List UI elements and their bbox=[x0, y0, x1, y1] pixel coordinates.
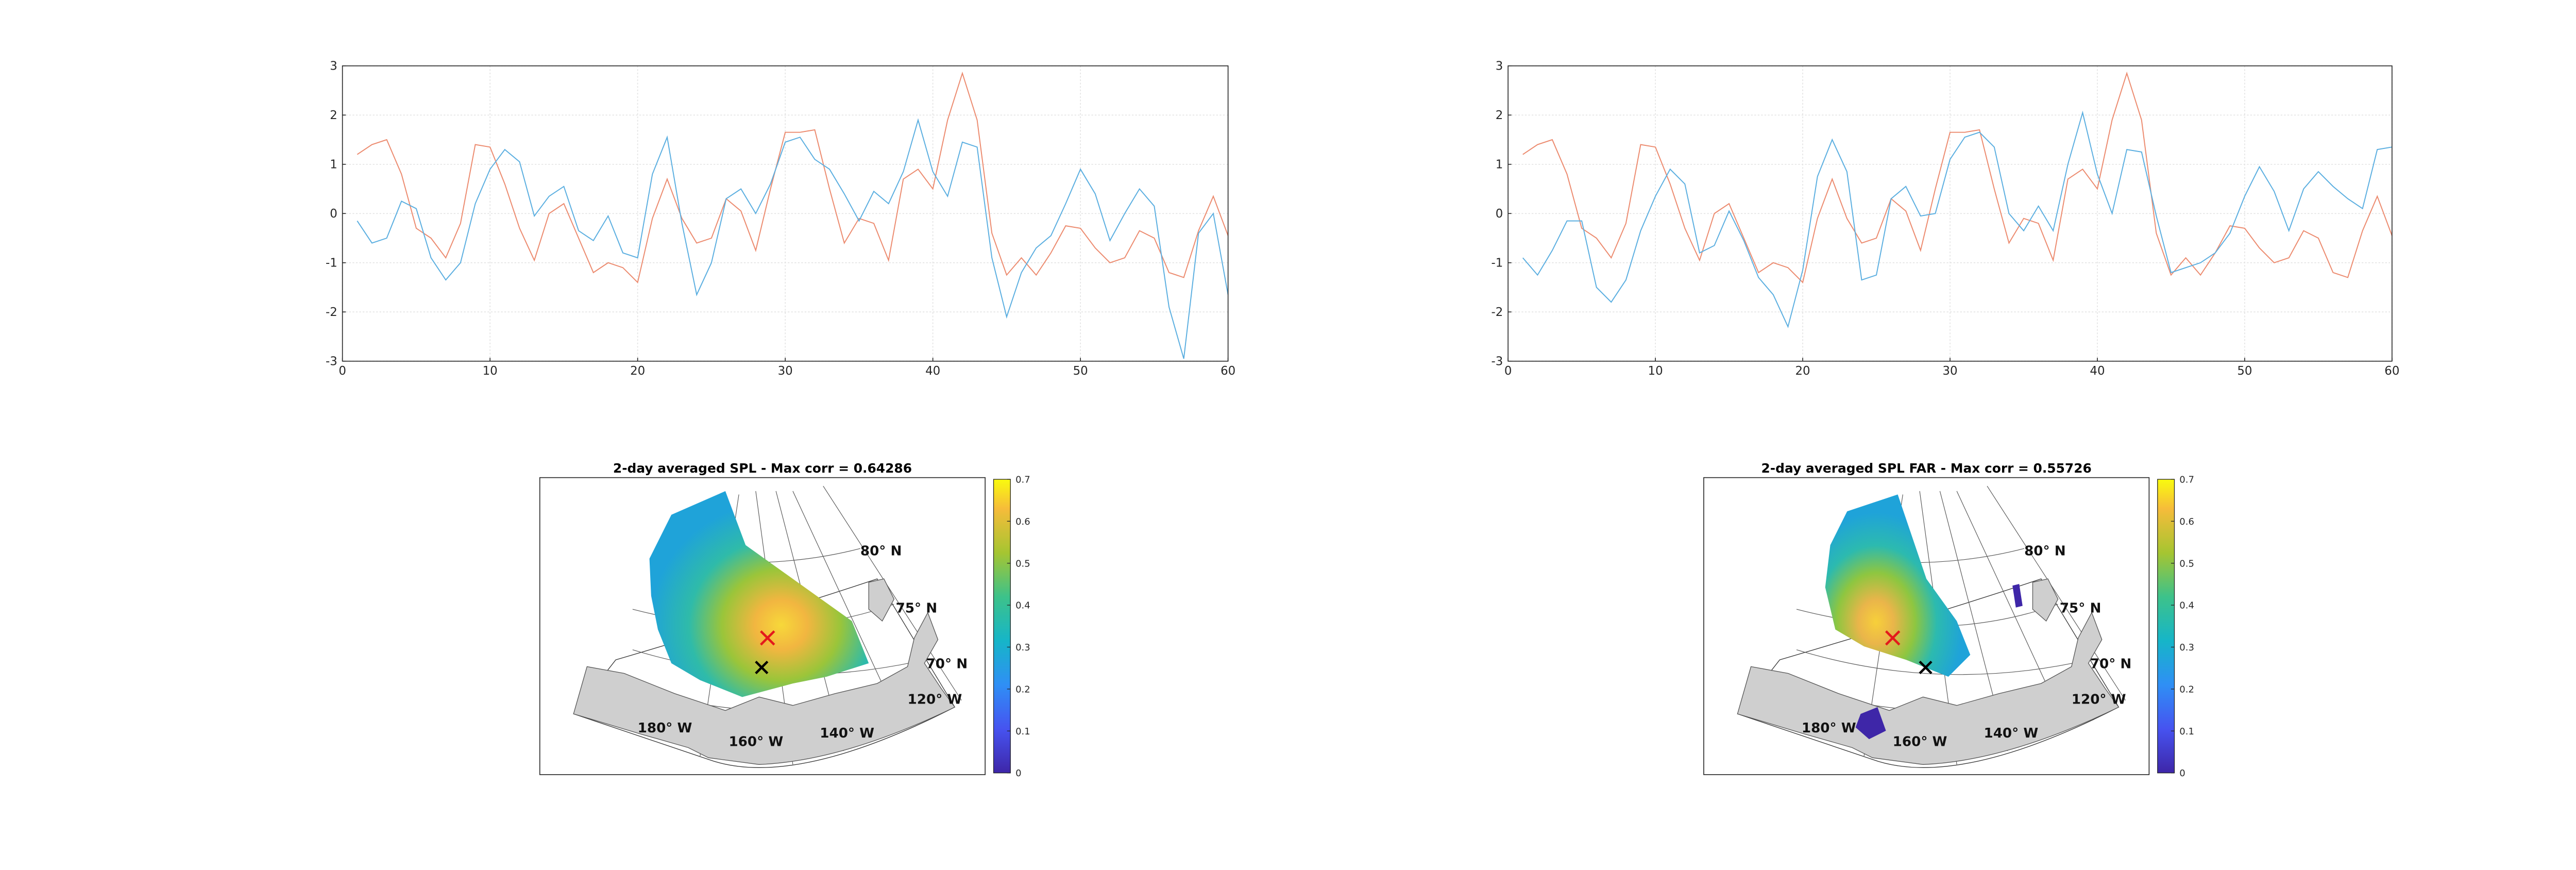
colorbar-tick-label: 0.3 bbox=[1015, 642, 1030, 653]
map-label: 75° N bbox=[2060, 601, 2102, 616]
y-tick-label: 1 bbox=[330, 158, 337, 172]
map-label: 80° N bbox=[2024, 543, 2066, 559]
y-tick-label: -3 bbox=[326, 355, 337, 369]
colorbar-tick-label: 0.2 bbox=[1015, 684, 1030, 695]
x-tick-label: 30 bbox=[778, 364, 793, 378]
y-tick-label: -2 bbox=[326, 306, 337, 319]
x-tick-label: 0 bbox=[1504, 364, 1512, 378]
series-line bbox=[357, 118, 1229, 359]
colorbar bbox=[2157, 479, 2175, 774]
colorbar-tick-label: 0.2 bbox=[2179, 684, 2194, 695]
cross-red bbox=[1885, 630, 1901, 646]
parallel bbox=[1796, 649, 2089, 675]
map-label: 180° W bbox=[638, 721, 692, 736]
x-tick-label: 20 bbox=[1795, 364, 1810, 378]
meridian bbox=[823, 486, 962, 701]
series-line bbox=[1522, 71, 2393, 283]
x-tick-label: 30 bbox=[1942, 364, 1957, 378]
y-tick-label: -2 bbox=[1491, 306, 1503, 319]
map-label: 180° W bbox=[1802, 721, 1856, 736]
colorbar-tick-label: 0.4 bbox=[1015, 600, 1030, 611]
map-label: 120° W bbox=[908, 692, 962, 707]
y-tick-label: 2 bbox=[1496, 109, 1503, 122]
map-label: 70° N bbox=[2090, 657, 2132, 672]
colorbar-tick-label: 0.3 bbox=[2179, 642, 2194, 653]
colorbar bbox=[993, 479, 1011, 774]
colorbar-tick-label: 0.7 bbox=[2179, 474, 2194, 485]
map-label: 120° W bbox=[2072, 692, 2126, 707]
colorbar-tick-label: 0.6 bbox=[1015, 516, 1030, 527]
land bbox=[2032, 578, 2059, 622]
map-label: 80° N bbox=[860, 543, 902, 559]
x-tick-label: 40 bbox=[925, 364, 940, 378]
x-tick-label: 50 bbox=[1073, 364, 1088, 378]
axes-frame bbox=[342, 65, 1229, 362]
patch bbox=[1855, 707, 1886, 740]
map: 80° N 75° N 70° N 120° W 140° W 160° W 180° W bbox=[539, 477, 986, 775]
y-tick-label: -1 bbox=[1491, 257, 1503, 270]
y-tick-label: -3 bbox=[1491, 355, 1503, 369]
cross-black bbox=[755, 660, 769, 675]
x-tick-label: 0 bbox=[338, 364, 346, 378]
map-label: 70° N bbox=[926, 657, 968, 672]
heatmap bbox=[1825, 494, 1971, 677]
map-title: 2-day averaged SPL FAR - Max corr = 0.55… bbox=[1761, 461, 2092, 476]
x-tick-label: 60 bbox=[2384, 364, 2399, 378]
colorbar-tick-label: 0.1 bbox=[2179, 726, 2194, 737]
y-tick-label: 1 bbox=[1496, 158, 1503, 172]
map-label: 160° W bbox=[728, 734, 783, 749]
meridian bbox=[1987, 486, 2126, 701]
y-tick-label: 0 bbox=[1496, 207, 1503, 221]
land bbox=[1737, 612, 2120, 765]
colorbar-tick-label: 0.1 bbox=[1015, 726, 1030, 737]
colorbar-tick-label: 0.7 bbox=[1015, 474, 1030, 485]
x-tick-label: 50 bbox=[2237, 364, 2252, 378]
colorbar-tick-label: 0.5 bbox=[1015, 558, 1030, 569]
colorbar-tick-label: 0 bbox=[2179, 768, 2185, 779]
y-tick-label: 3 bbox=[1496, 60, 1503, 73]
map: 80° N 75° N 70° N 120° W 140° W 160° W 180° W bbox=[1703, 477, 2150, 775]
colorbar-tick-label: 0.5 bbox=[2179, 558, 2194, 569]
map-label: 160° W bbox=[1893, 734, 1947, 749]
series-line bbox=[357, 71, 1229, 283]
axes-frame bbox=[1507, 65, 2393, 362]
cross-black bbox=[1919, 660, 1933, 675]
colorbar-tick-label: 0.6 bbox=[2179, 516, 2194, 527]
cross-red bbox=[760, 630, 775, 646]
x-tick-label: 10 bbox=[483, 364, 498, 378]
x-tick-label: 60 bbox=[1221, 364, 1235, 378]
land bbox=[868, 578, 895, 622]
map-label: 140° W bbox=[1984, 726, 2039, 741]
map-label: 140° W bbox=[820, 726, 874, 741]
map-title: 2-day averaged SPL - Max corr = 0.64286 bbox=[613, 461, 912, 476]
y-tick-label: 0 bbox=[330, 207, 337, 221]
series-line bbox=[1522, 110, 2393, 328]
heatmap bbox=[649, 491, 869, 697]
x-tick-label: 10 bbox=[1648, 364, 1663, 378]
colorbar-tick-label: 0 bbox=[1015, 768, 1021, 779]
y-tick-label: -1 bbox=[326, 257, 337, 270]
y-tick-label: 2 bbox=[330, 109, 337, 122]
x-tick-label: 20 bbox=[630, 364, 645, 378]
x-tick-label: 40 bbox=[2090, 364, 2105, 378]
patch bbox=[2012, 583, 2023, 608]
colorbar-tick-label: 0.4 bbox=[2179, 600, 2194, 611]
map-label: 75° N bbox=[896, 601, 938, 616]
land bbox=[573, 612, 956, 765]
y-tick-label: 3 bbox=[330, 60, 337, 73]
